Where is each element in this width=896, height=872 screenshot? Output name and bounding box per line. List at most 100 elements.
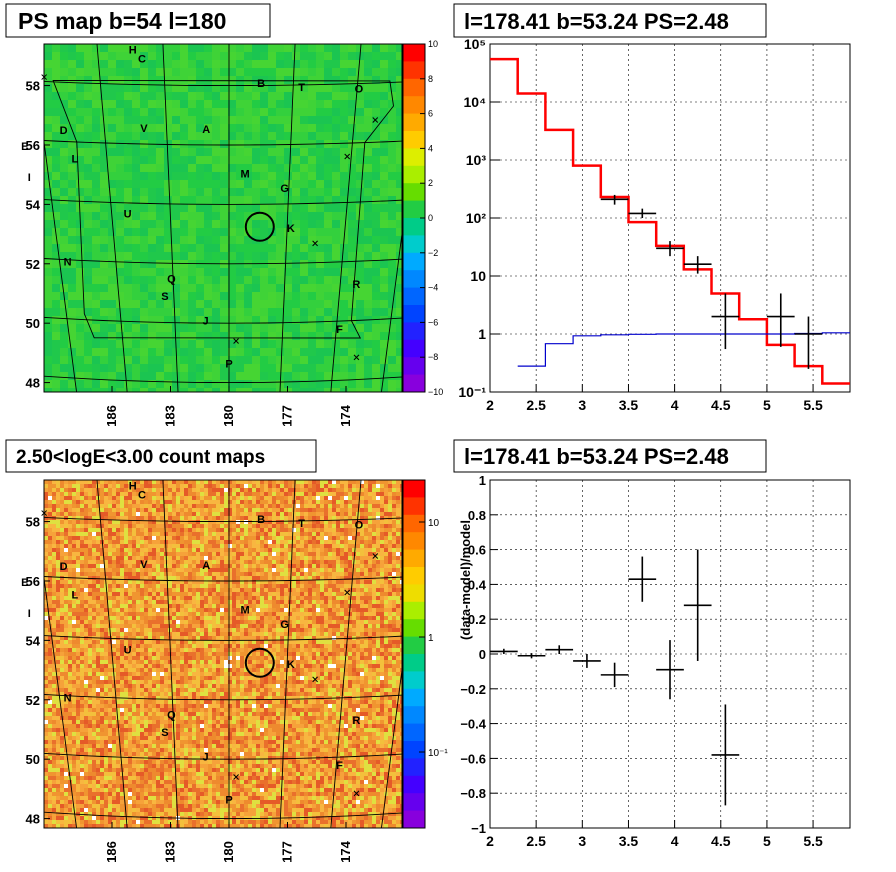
count-map-cell	[180, 556, 184, 560]
ps-map-cell	[148, 284, 156, 292]
ps-map-cell	[196, 132, 204, 140]
count-map-cell	[360, 556, 364, 560]
ps-map-cell	[204, 172, 212, 180]
count-map-cell	[80, 588, 84, 592]
ps-map-cell	[100, 164, 108, 172]
count-map-cell	[80, 480, 84, 484]
count-map-cell	[208, 528, 212, 532]
ps-map-cell	[212, 348, 220, 356]
ps-map-cell	[132, 308, 140, 316]
ps-map-cell	[116, 52, 124, 60]
count-map-cell	[140, 596, 144, 600]
ps-map-cell	[380, 308, 388, 316]
ps-map-cell	[84, 292, 92, 300]
count-map-cell	[140, 500, 144, 504]
ps-map-cell	[316, 316, 324, 324]
ps-map-cell	[388, 324, 396, 332]
count-map-cell	[260, 540, 264, 544]
count-map-cell	[184, 488, 188, 492]
ps-map-cell	[84, 284, 92, 292]
count-map-cell	[180, 560, 184, 564]
count-map-cell	[384, 572, 388, 576]
count-map-cell	[200, 568, 204, 572]
count-map-cell	[360, 568, 364, 572]
ps-map-cell	[84, 116, 92, 124]
count-map-cell	[332, 536, 336, 540]
spectrum-title-box	[453, 3, 767, 38]
count-map-cell	[376, 572, 380, 576]
ps-map-source-label: S	[161, 291, 168, 303]
count-map-cell	[192, 492, 196, 496]
ps-map-cell	[188, 140, 196, 148]
count-map-cell	[208, 540, 212, 544]
count-map-cell	[392, 500, 396, 504]
count-map-cell	[72, 492, 76, 496]
count-map-cell	[68, 548, 72, 552]
count-map-cell	[364, 504, 368, 508]
ps-map-cell	[212, 124, 220, 132]
count-map-cell	[260, 564, 264, 568]
count-map-cell	[348, 480, 352, 484]
ps-map-cell	[340, 276, 348, 284]
count-map-cell	[160, 580, 164, 584]
count-map-cell	[372, 564, 376, 568]
ps-map-cell	[100, 148, 108, 156]
count-map-cell	[224, 492, 228, 496]
count-map-cell	[80, 528, 84, 532]
ps-map-cell	[108, 364, 116, 372]
count-map-cell	[48, 564, 52, 568]
count-map-cell	[216, 508, 220, 512]
ps-map-cell	[180, 92, 188, 100]
ps-map-cell	[212, 180, 220, 188]
count-map-cell	[100, 528, 104, 532]
count-map-cell	[204, 516, 208, 520]
count-map-cell	[120, 500, 124, 504]
count-map-cell	[200, 540, 204, 544]
ps-map-cell	[356, 108, 364, 116]
count-map-cell	[96, 500, 100, 504]
ps-map-cell	[132, 60, 140, 68]
count-map-cell	[128, 508, 132, 512]
count-map-cell	[336, 520, 340, 524]
count-map-cell	[348, 592, 352, 596]
count-map-cell	[140, 512, 144, 516]
count-map-cell	[52, 544, 56, 548]
ps-map-cell	[156, 180, 164, 188]
count-map-cell	[56, 488, 60, 492]
ps-map-cell	[380, 260, 388, 268]
count-map-cell	[284, 596, 288, 600]
count-map-cell	[292, 488, 296, 492]
ps-map-cell	[108, 324, 116, 332]
count-map-cell	[292, 576, 296, 580]
count-map-cell	[300, 488, 304, 492]
count-map-cell	[80, 548, 84, 552]
ps-map-lat-tick-label: 50	[26, 316, 40, 331]
ps-map-cell	[148, 300, 156, 308]
count-map-cell	[152, 536, 156, 540]
count-map-cell	[312, 560, 316, 564]
count-map-cell	[248, 592, 252, 596]
ps-map-cell	[84, 212, 92, 220]
count-map-cell	[116, 504, 120, 508]
ps-map-cell	[380, 132, 388, 140]
ps-map-cell	[284, 108, 292, 116]
count-map-cell	[224, 600, 228, 604]
ps-map-cell	[324, 228, 332, 236]
count-map-cell	[376, 528, 380, 532]
ps-colorbar-band	[403, 357, 425, 376]
ps-map-cell	[292, 236, 300, 244]
count-map-cell	[252, 548, 256, 552]
ps-map-cell	[236, 156, 244, 164]
count-map-cell	[68, 588, 72, 592]
count-map-cell	[60, 520, 64, 524]
count-map-cell	[164, 576, 168, 580]
ps-map-cell	[212, 164, 220, 172]
ps-map-cell	[380, 236, 388, 244]
count-map-cell	[108, 488, 112, 492]
count-map-cell	[176, 504, 180, 508]
count-map-cell	[144, 604, 148, 608]
count-map-cell	[364, 508, 368, 512]
ps-map-cell	[220, 172, 228, 180]
count-map-cell	[96, 528, 100, 532]
ps-map-cell	[284, 172, 292, 180]
